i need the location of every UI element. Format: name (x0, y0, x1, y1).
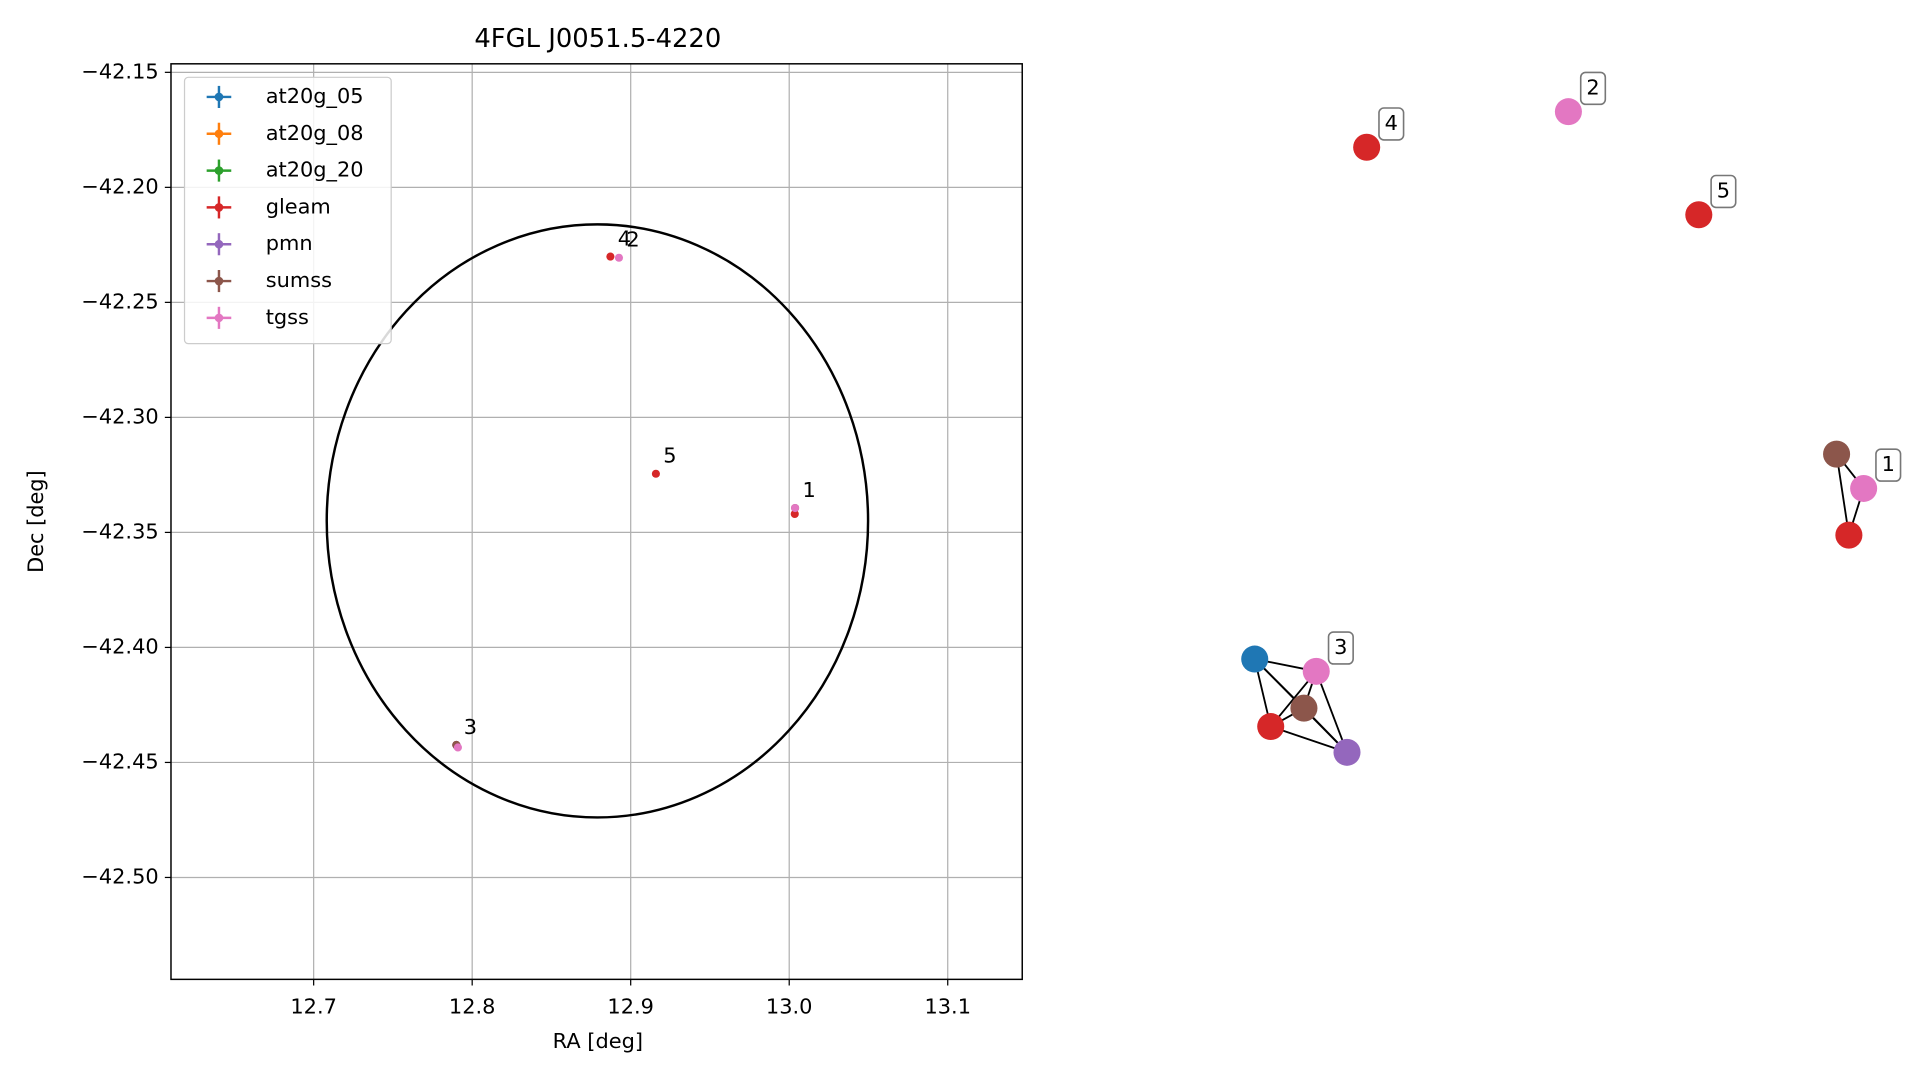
x-tick-label: 12.8 (449, 995, 496, 1019)
node-label-box (1378, 107, 1405, 141)
legend-frame (183, 76, 392, 345)
node-label: 1 (1882, 452, 1895, 476)
data-point (453, 743, 462, 752)
point-annotation: 4 (618, 226, 631, 250)
legend-marker (214, 276, 224, 286)
y-tick-label: −42.15 (81, 59, 158, 83)
legend-label: sumss (266, 268, 332, 292)
point-annotation: 2 (626, 228, 639, 252)
legend-marker (214, 313, 224, 323)
chart-title: 4FGL J0051.5-4220 (474, 24, 721, 54)
y-tick-label: −42.35 (81, 519, 158, 543)
uncertainty-ellipse (325, 223, 870, 819)
y-tick-label: −42.45 (81, 749, 158, 773)
network-node (1554, 98, 1582, 126)
data-point (790, 509, 799, 519)
legend-label: pmn (266, 231, 313, 255)
network-node (1823, 440, 1851, 468)
data-point (606, 252, 615, 261)
network-edge (1315, 670, 1348, 753)
legend-label: tgss (266, 305, 309, 329)
x-tick-label: 13.0 (766, 995, 813, 1019)
legend-label: at20g_20 (266, 158, 364, 182)
x-tick-label: 12.7 (290, 995, 337, 1019)
legend-marker (214, 166, 224, 175)
legend-label: at20g_08 (266, 121, 364, 145)
point-annotation: 3 (464, 715, 477, 739)
node-label-box (1875, 448, 1902, 482)
point-annotation: 5 (663, 444, 676, 468)
data-point (791, 503, 800, 513)
legend-marker (214, 203, 224, 212)
y-tick-label: −42.20 (81, 174, 158, 198)
y-tick-label: −42.40 (81, 634, 158, 658)
plot-frame (170, 63, 1023, 981)
legend-label: at20g_05 (266, 84, 364, 108)
network-node (1333, 738, 1361, 766)
y-axis-label: Dec [deg] (24, 470, 48, 573)
data-point (614, 253, 624, 262)
node-label-box (1327, 631, 1354, 665)
data-point (651, 469, 660, 478)
node-label-box (1579, 71, 1607, 106)
point-annotation: 1 (802, 478, 815, 502)
network-node (1353, 133, 1381, 161)
legend-marker (214, 239, 224, 249)
node-label: 5 (1717, 178, 1730, 202)
network-edge (1835, 453, 1850, 536)
node-label: 2 (1586, 75, 1599, 99)
legend-label: gleam (266, 194, 331, 218)
node-label: 3 (1334, 635, 1347, 659)
network-node (1685, 201, 1713, 229)
node-label-box (1710, 174, 1737, 209)
network-node (1302, 657, 1330, 685)
legend-marker (214, 129, 224, 139)
network-node (1241, 645, 1269, 673)
x-tick-label: 12.9 (607, 995, 654, 1019)
network-node (1290, 694, 1318, 722)
x-axis-label: RA [deg] (553, 1029, 643, 1053)
y-tick-label: −42.30 (81, 404, 158, 428)
y-tick-label: −42.50 (81, 864, 158, 888)
x-tick-label: 13.1 (924, 995, 971, 1019)
network-node (1850, 474, 1878, 502)
legend-marker (214, 92, 224, 102)
y-tick-label: −42.25 (81, 289, 158, 313)
network-node (1835, 521, 1863, 549)
network-node (1257, 713, 1285, 741)
node-label: 4 (1385, 111, 1398, 135)
